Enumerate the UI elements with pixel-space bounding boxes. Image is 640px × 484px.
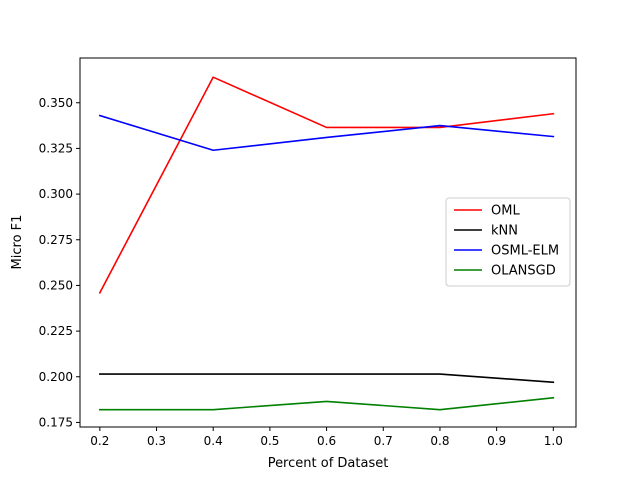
x-tick-label: 0.4 <box>204 434 223 448</box>
x-tick-label: 0.8 <box>430 434 449 448</box>
y-tick-label: 0.350 <box>39 96 73 110</box>
x-tick-label: 0.7 <box>374 434 393 448</box>
y-tick-label: 0.200 <box>39 370 73 384</box>
x-tick-label: 0.9 <box>487 434 506 448</box>
x-tick-label: 0.2 <box>90 434 109 448</box>
x-tick-label: 0.5 <box>260 434 279 448</box>
legend-label: OML <box>491 204 520 219</box>
x-axis-ticks: 0.2 0.3 0.4 0.5 0.6 0.7 0.8 0.9 1.0 <box>90 427 563 448</box>
plot-frame <box>79 57 577 428</box>
legend: OML kNN OSML-ELM OLANSGD <box>445 197 571 287</box>
y-tick-label: 0.325 <box>39 141 73 155</box>
series-line-knn <box>99 373 555 384</box>
x-axis-label: Percent of Dataset <box>268 456 389 471</box>
x-tick-label: 1.0 <box>544 434 563 448</box>
legend-label: kNN <box>491 224 518 239</box>
series-line-osml-elm <box>98 114 555 152</box>
y-tick-label: 0.225 <box>39 324 73 338</box>
x-tick-label: 0.3 <box>147 434 166 448</box>
y-tick-label: 0.175 <box>39 415 73 429</box>
y-tick-label: 0.250 <box>39 278 73 292</box>
series-layer <box>98 76 555 411</box>
y-tick-label: 0.275 <box>39 233 73 247</box>
legend-label: OLANSGD <box>491 264 556 279</box>
legend-label: OSML-ELM <box>491 244 559 259</box>
x-tick-label: 0.6 <box>317 434 336 448</box>
series-line-oml <box>98 76 555 294</box>
y-axis-label: Micro F1 <box>10 215 25 270</box>
y-axis-ticks: 0.175 0.200 0.225 0.250 0.275 0.300 0.325 0.350 <box>39 96 80 429</box>
y-tick-label: 0.300 <box>39 187 73 201</box>
legend-box <box>445 197 571 287</box>
series-line-olansgd <box>99 396 555 411</box>
